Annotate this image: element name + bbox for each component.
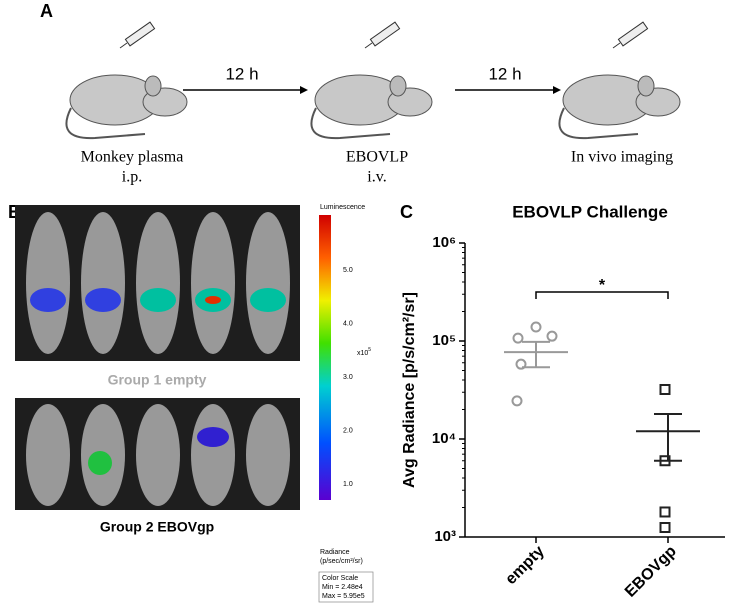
mouse-image [81, 212, 125, 354]
mouse-tail [310, 107, 391, 140]
exp-base: x10 [357, 350, 368, 357]
mouse-image [191, 212, 235, 354]
signal [197, 427, 229, 447]
x-tick-label: EBOVgp [622, 543, 680, 601]
point [659, 383, 671, 395]
mouse-tail [65, 107, 146, 140]
colorbar-tick-label: 5.0 [343, 267, 353, 274]
signal [140, 288, 176, 312]
colorbar-tick-label: 4.0 [343, 320, 353, 327]
mouse-image [191, 404, 235, 506]
step-label: In vivo imaging [571, 149, 673, 166]
step-label: i.v. [367, 169, 386, 186]
signal [205, 296, 221, 304]
mouse-tail [558, 107, 639, 140]
signal [85, 288, 121, 312]
group-label: Group 2 EBOVgp [100, 519, 214, 535]
signal [88, 451, 112, 475]
panel-label: A [40, 1, 53, 21]
step-label: i.p. [122, 169, 142, 186]
point [546, 330, 558, 342]
y-tick-label: 10⁶ [432, 234, 456, 251]
step-label: Monkey plasma [81, 149, 184, 166]
significance-bracket [535, 291, 669, 299]
point [659, 522, 671, 534]
colorbar [319, 215, 331, 500]
y-tick-label: 10⁴ [432, 430, 456, 447]
mouse-ear [144, 75, 162, 97]
exp-power: 5 [368, 347, 371, 353]
colorbar-exponent: x105 [357, 347, 371, 357]
colorbar-tick-label: 2.0 [343, 427, 353, 434]
mouse-image [246, 212, 290, 354]
mouse-image [136, 212, 180, 354]
colorbar-title: Luminescence [320, 204, 365, 211]
x-tick-label: empty [502, 543, 547, 588]
scale-title: Color Scale [322, 575, 358, 582]
imaged-mice [26, 212, 290, 506]
scale-box [318, 571, 374, 603]
chart-title: EBOVLP Challenge [512, 202, 668, 221]
syringe [124, 21, 156, 47]
y-tick-label: 10⁵ [432, 332, 456, 349]
mouse-image [246, 404, 290, 506]
signal [30, 288, 66, 312]
point [515, 358, 527, 370]
colorbar-ticks: 5.0 4.0 3.0 2.0 1.0 [343, 267, 353, 488]
arrow-head [553, 86, 561, 94]
group-label: Group 1 empty [108, 372, 207, 388]
time-label: 12 h [225, 64, 258, 83]
unit-title: Radiance [320, 549, 350, 556]
syringe [369, 21, 401, 47]
step-label: EBOVLP [346, 149, 408, 166]
plot: 10³ 10⁴ 10⁵ 10⁶ empty EBOVgp * [432, 234, 725, 601]
panel-label: C [400, 202, 413, 222]
needle [119, 42, 128, 49]
needle [612, 42, 621, 49]
colorbar-tick-label: 3.0 [343, 374, 353, 381]
mouse-image [26, 404, 70, 506]
y-tick-label: 10³ [434, 528, 456, 545]
syringe [617, 21, 649, 47]
scale-max: Max = 5.95e5 [322, 593, 365, 600]
unit: (p/sec/cm²/sr) [320, 558, 363, 565]
point [659, 506, 671, 518]
signal [250, 288, 286, 312]
arrow-head [300, 86, 308, 94]
significance-label: * [599, 277, 606, 294]
mice-row [65, 21, 681, 140]
point [511, 395, 523, 407]
scale-min: Min = 2.48e4 [322, 584, 363, 591]
mouse-ear [389, 75, 407, 97]
time-label: 12 h [488, 64, 521, 83]
mouse-ear [637, 75, 655, 97]
mouse-image [26, 212, 70, 354]
needle [364, 42, 373, 49]
y-axis-label: Avg Radiance [p/s/cm²/sr] [401, 292, 418, 488]
colorbar-tick-label: 1.0 [343, 481, 353, 488]
point [512, 332, 524, 344]
mouse-image [136, 404, 180, 506]
point [530, 321, 542, 333]
